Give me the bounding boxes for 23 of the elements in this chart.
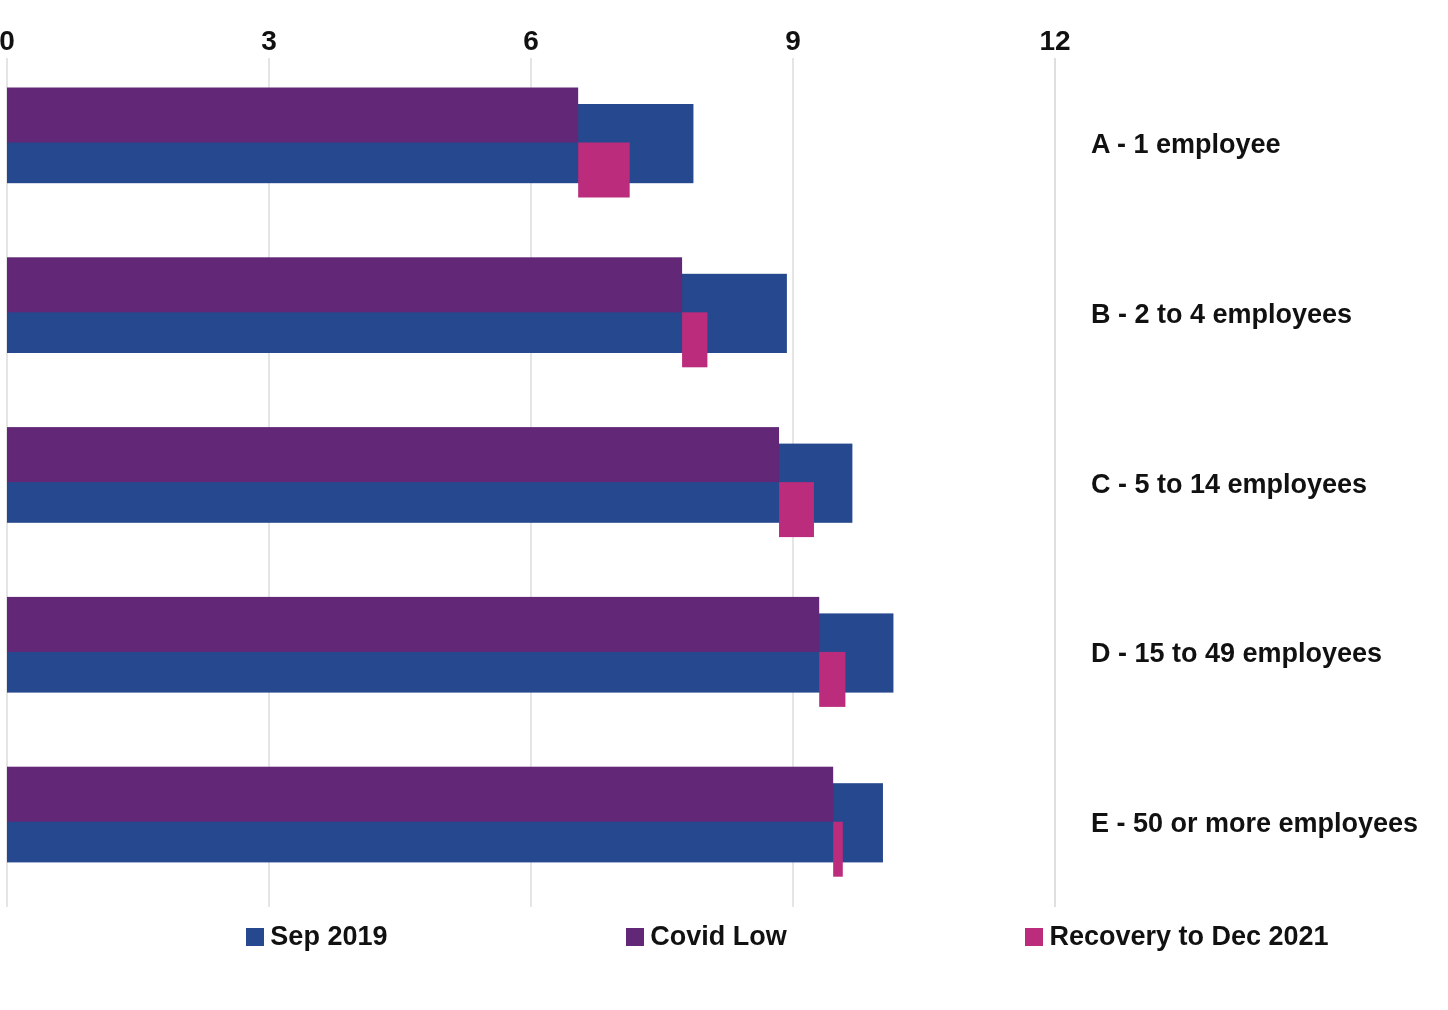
- bar: [7, 257, 683, 313]
- y-tick-label: D - 15 to 49 employees: [1091, 638, 1383, 669]
- x-tick-label: 9: [785, 25, 801, 56]
- legend-label: Recovery to Dec 2021: [1049, 921, 1329, 952]
- x-tick-label: 12: [1039, 25, 1071, 56]
- bar: [7, 427, 780, 483]
- bar: [7, 596, 820, 652]
- bar: [578, 142, 630, 198]
- x-tick-label: 0: [0, 25, 15, 56]
- legend-label: Covid Low: [650, 921, 787, 952]
- y-tick-label: A - 1 employee: [1091, 128, 1281, 159]
- bar: [833, 821, 843, 877]
- bar: [7, 766, 834, 822]
- y-tick-label: B - 2 to 4 employees: [1091, 298, 1353, 329]
- bar: [7, 87, 579, 143]
- legend-label: Sep 2019: [270, 921, 388, 952]
- x-tick-label: 3: [261, 25, 277, 56]
- x-tick-label: 6: [523, 25, 539, 56]
- bar: [682, 312, 708, 368]
- bar: [819, 651, 846, 707]
- bar: [779, 482, 814, 538]
- y-tick-label: C - 5 to 14 employees: [1091, 468, 1368, 499]
- y-tick-label: E - 50 or more employees: [1091, 808, 1419, 839]
